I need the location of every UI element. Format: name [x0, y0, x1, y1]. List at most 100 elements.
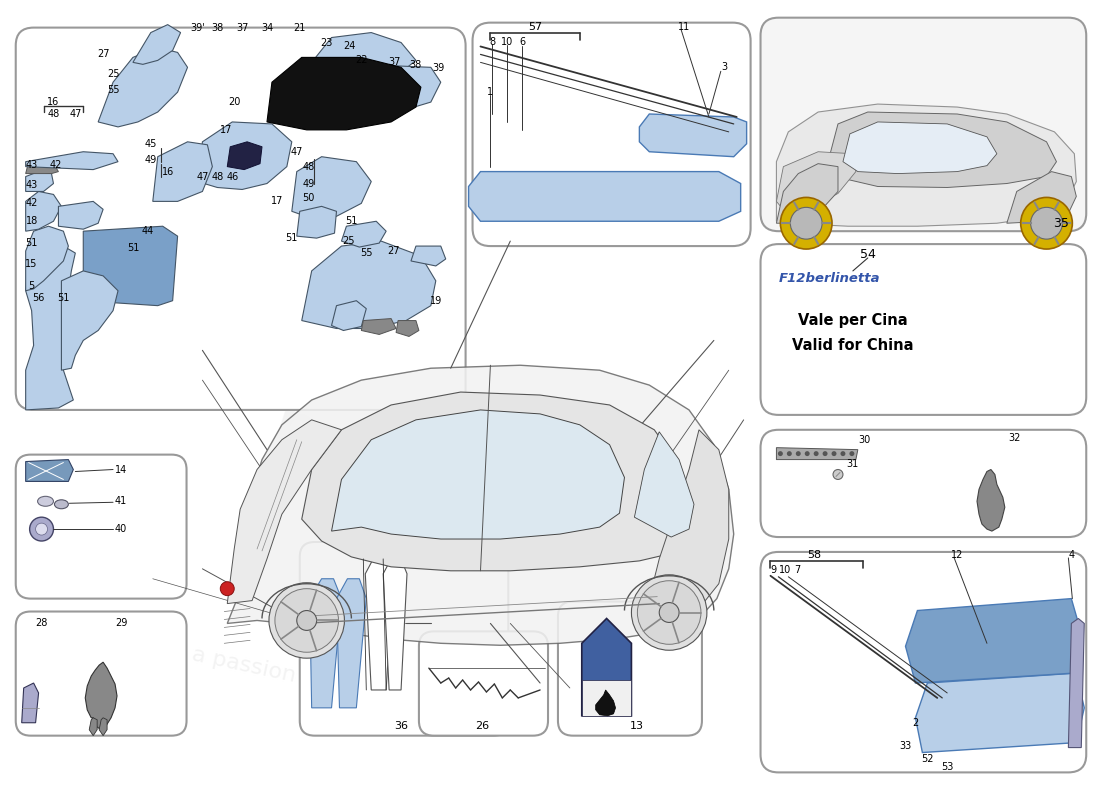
Text: 17: 17	[271, 196, 283, 206]
FancyBboxPatch shape	[760, 430, 1087, 537]
Text: 4: 4	[1068, 550, 1075, 560]
Text: 44: 44	[142, 226, 154, 236]
Polygon shape	[228, 366, 734, 646]
Text: 55: 55	[360, 248, 373, 258]
FancyBboxPatch shape	[760, 18, 1087, 231]
Text: 40: 40	[114, 524, 128, 534]
Circle shape	[778, 451, 783, 456]
Polygon shape	[361, 318, 396, 334]
Polygon shape	[58, 202, 103, 229]
Text: 55: 55	[107, 85, 119, 95]
Circle shape	[849, 451, 855, 456]
Polygon shape	[198, 122, 292, 190]
Text: a passion for cars since 1993: a passion for cars since 1993	[190, 644, 513, 732]
Polygon shape	[1068, 618, 1085, 747]
Circle shape	[832, 451, 836, 456]
Text: 51: 51	[345, 216, 358, 226]
Polygon shape	[635, 432, 694, 537]
Polygon shape	[267, 58, 421, 130]
Circle shape	[270, 582, 344, 658]
Text: 37: 37	[388, 58, 400, 67]
Text: 10: 10	[779, 565, 792, 575]
Polygon shape	[310, 578, 341, 708]
Polygon shape	[25, 191, 62, 231]
Text: 43: 43	[25, 179, 37, 190]
Text: 49: 49	[145, 154, 157, 165]
Circle shape	[814, 451, 818, 456]
Circle shape	[220, 582, 234, 596]
Text: 8: 8	[490, 37, 495, 46]
Text: 51: 51	[57, 293, 69, 302]
Polygon shape	[411, 246, 446, 266]
Polygon shape	[153, 142, 212, 202]
Text: 9: 9	[770, 565, 777, 575]
Text: 32: 32	[1009, 433, 1021, 442]
Text: 16: 16	[47, 97, 59, 107]
Text: 50: 50	[302, 194, 315, 203]
Text: 36: 36	[394, 721, 408, 730]
Polygon shape	[98, 47, 187, 127]
Polygon shape	[649, 430, 728, 614]
Polygon shape	[228, 142, 262, 170]
Polygon shape	[133, 25, 180, 64]
Ellipse shape	[55, 500, 68, 509]
Text: 27: 27	[387, 246, 399, 256]
Polygon shape	[22, 683, 38, 722]
Text: 11: 11	[678, 22, 690, 32]
Text: 53: 53	[940, 762, 954, 773]
Text: 14: 14	[114, 465, 128, 474]
Polygon shape	[777, 104, 1076, 226]
Text: 31: 31	[847, 458, 859, 469]
Polygon shape	[99, 718, 107, 736]
Text: 1: 1	[487, 87, 494, 97]
Text: 23: 23	[320, 38, 332, 47]
Polygon shape	[297, 206, 337, 238]
Text: 51: 51	[286, 233, 298, 243]
Circle shape	[790, 207, 822, 239]
Polygon shape	[777, 152, 856, 214]
Text: 30: 30	[859, 434, 871, 445]
Polygon shape	[905, 598, 1081, 683]
Circle shape	[833, 470, 843, 479]
Text: 15: 15	[25, 259, 37, 269]
Text: 39: 39	[432, 63, 444, 74]
Text: 25: 25	[107, 70, 119, 79]
Text: 29: 29	[114, 618, 128, 629]
Polygon shape	[469, 171, 740, 222]
Polygon shape	[337, 578, 366, 708]
Polygon shape	[25, 152, 118, 170]
Polygon shape	[311, 33, 416, 74]
Text: 39': 39'	[190, 22, 205, 33]
Text: 21: 21	[294, 22, 306, 33]
Circle shape	[631, 574, 707, 650]
Polygon shape	[25, 171, 54, 191]
FancyBboxPatch shape	[760, 244, 1087, 415]
Text: Vale per Cina: Vale per Cina	[799, 313, 908, 328]
Polygon shape	[301, 241, 436, 329]
Polygon shape	[84, 226, 177, 306]
Text: Valid for China: Valid for China	[792, 338, 914, 353]
Text: 48: 48	[302, 162, 315, 172]
Text: 38: 38	[410, 60, 422, 70]
Text: 22: 22	[355, 55, 367, 66]
Text: 13: 13	[629, 721, 644, 730]
Text: 18: 18	[25, 216, 37, 226]
Polygon shape	[228, 420, 341, 603]
Text: 48: 48	[211, 171, 223, 182]
Circle shape	[823, 451, 827, 456]
Text: 5: 5	[29, 281, 35, 290]
Text: 34: 34	[261, 22, 273, 33]
Circle shape	[1021, 198, 1072, 249]
Polygon shape	[331, 301, 366, 330]
Polygon shape	[777, 448, 858, 459]
Polygon shape	[777, 164, 838, 223]
FancyBboxPatch shape	[299, 542, 508, 736]
Polygon shape	[843, 122, 997, 174]
Text: 19: 19	[430, 296, 442, 306]
Text: 33: 33	[900, 741, 912, 750]
Text: 56: 56	[32, 293, 45, 302]
FancyBboxPatch shape	[15, 28, 465, 410]
Polygon shape	[582, 680, 631, 716]
Polygon shape	[365, 559, 393, 690]
Text: 27: 27	[97, 50, 109, 59]
